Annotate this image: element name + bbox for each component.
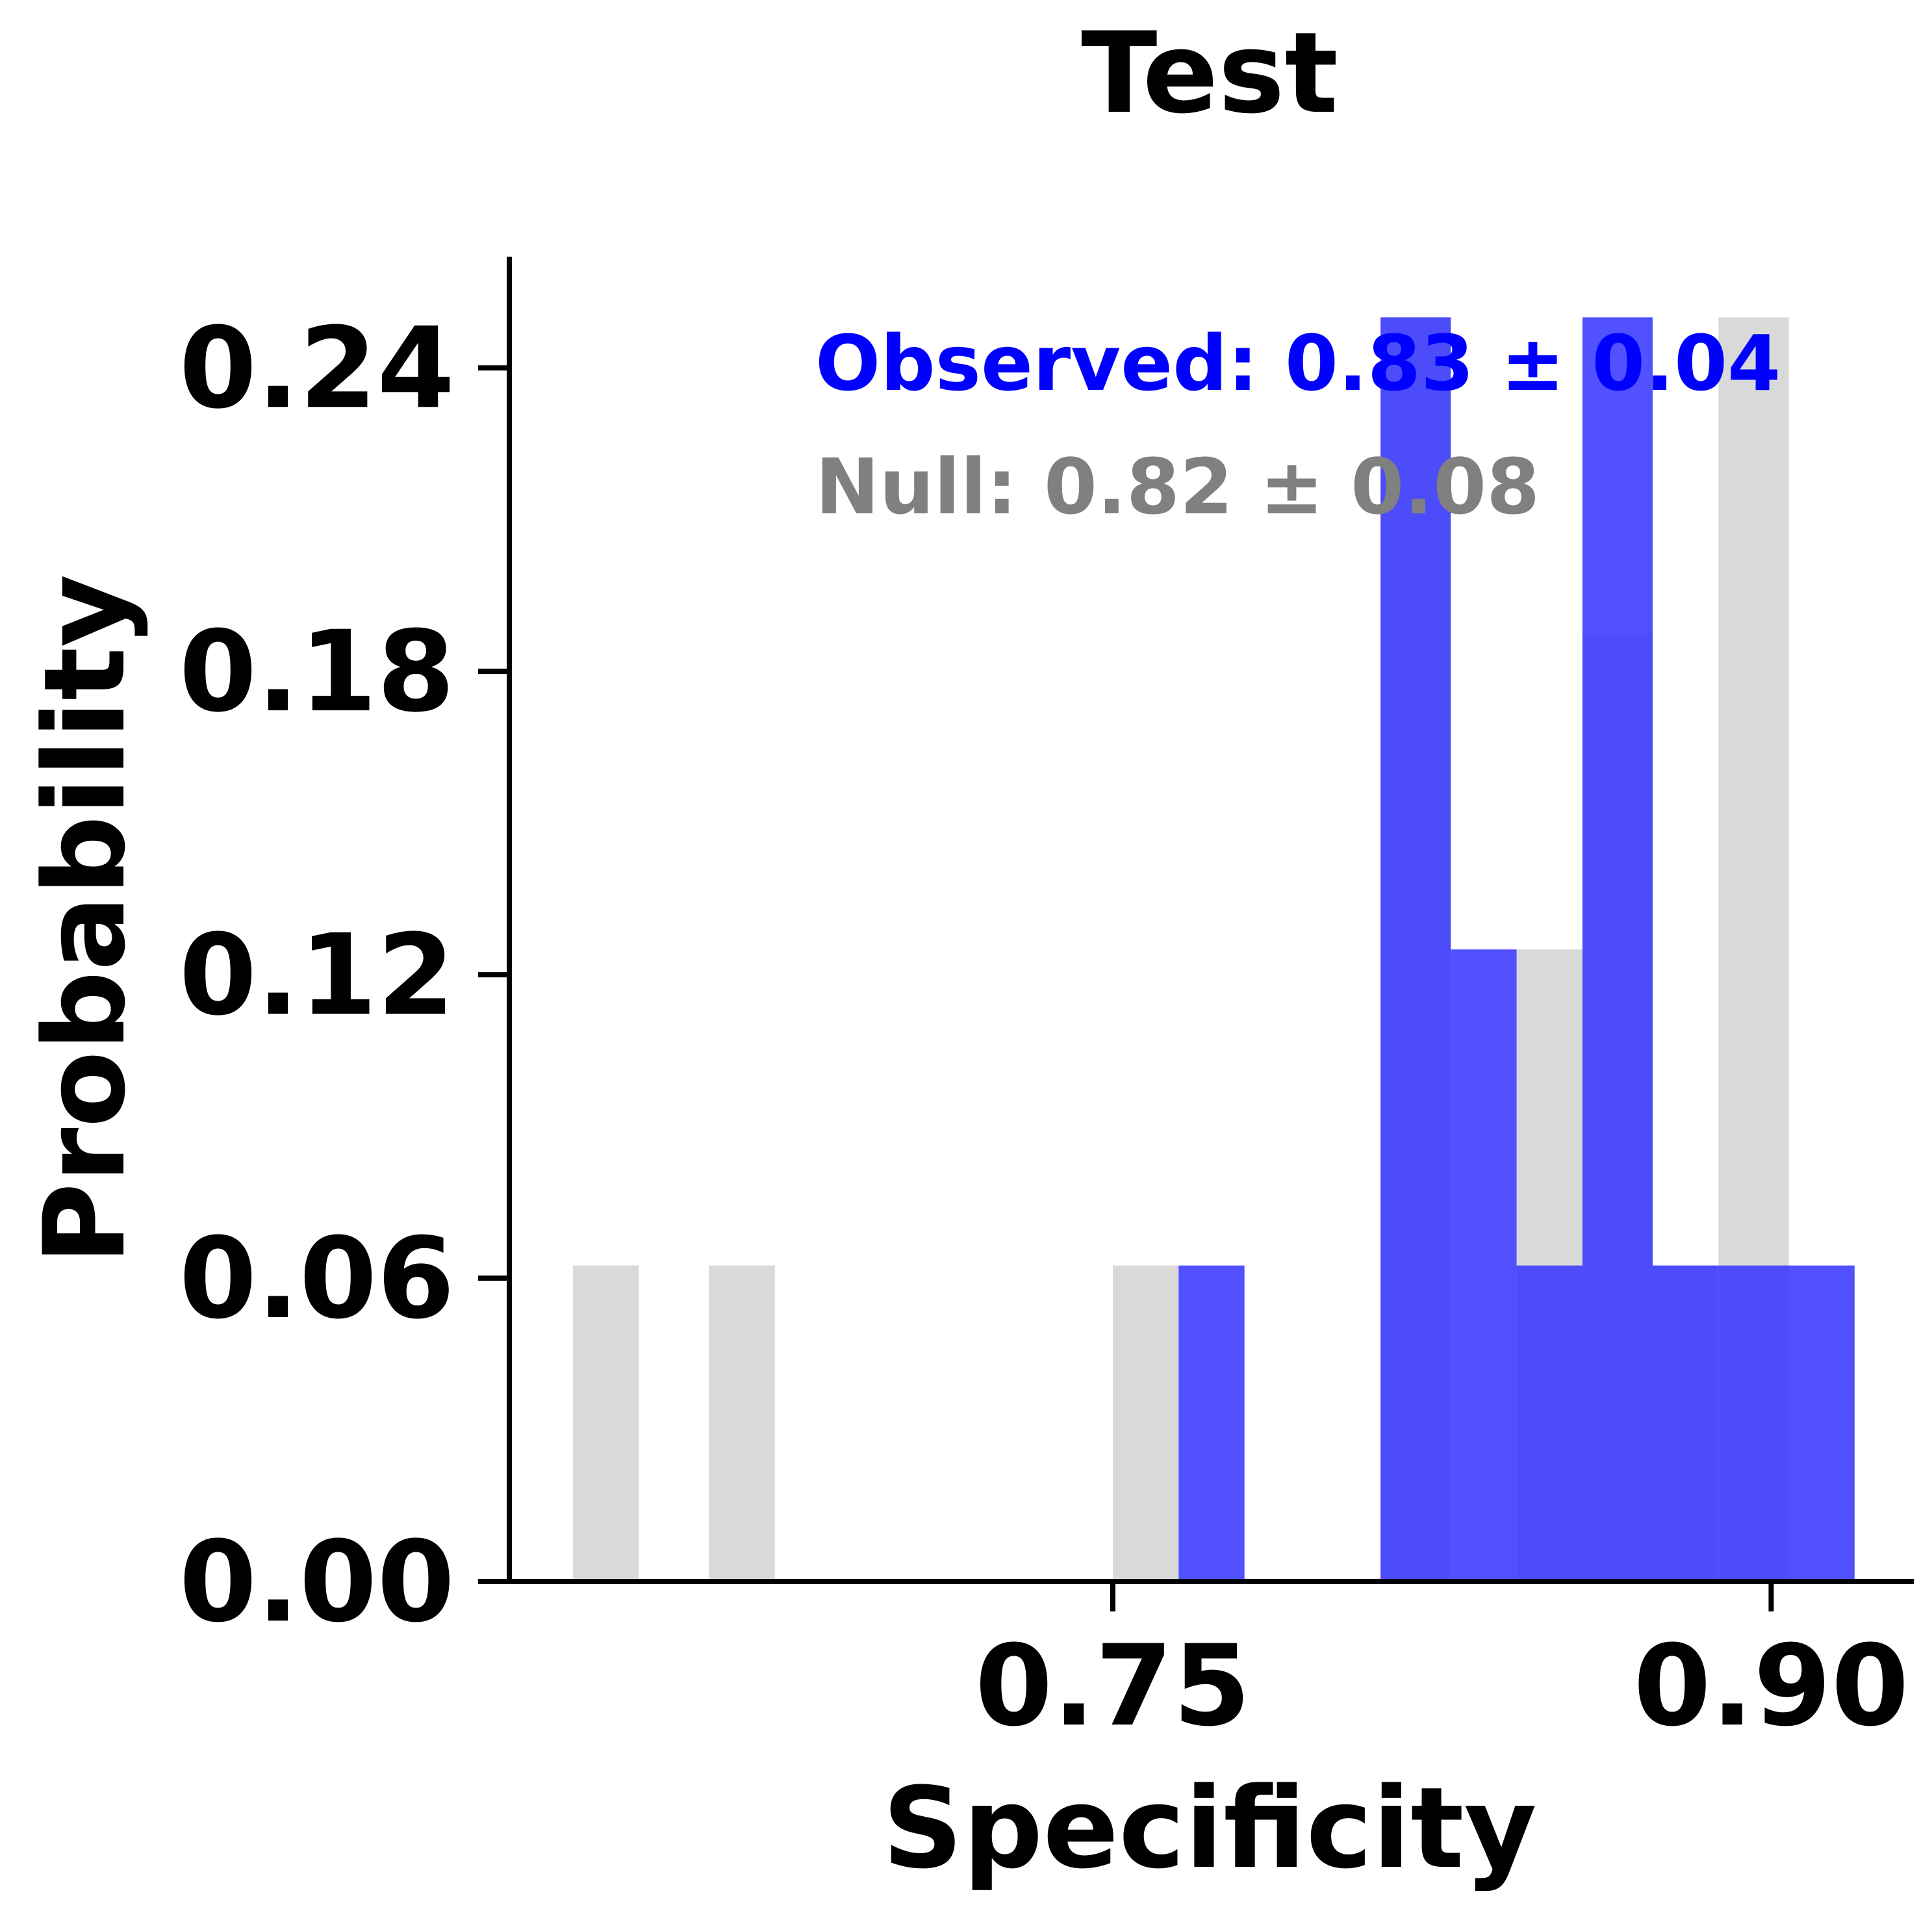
y-tick-label-2: 0.12	[179, 910, 455, 1040]
observed-bar-4	[1582, 317, 1653, 1582]
observed-bar-6	[1718, 1265, 1789, 1582]
observed-bar-1	[1380, 317, 1451, 1582]
x-tick-label-1: 0.90	[1633, 1621, 1909, 1751]
y-tick-label-4: 0.24	[179, 303, 455, 433]
y-tick-label-0: 0.00	[179, 1517, 455, 1647]
chart-title: Test	[1081, 8, 1338, 138]
x-axis-ticks: 0.75 0.90	[975, 1582, 1909, 1751]
y-tick-label-1: 0.06	[179, 1213, 455, 1344]
null-bar-2	[1112, 1265, 1179, 1582]
observed-bar-2	[1451, 949, 1517, 1582]
y-tick-label-3: 0.18	[179, 606, 455, 737]
observed-bar-0	[1178, 1265, 1245, 1582]
annotation-null: Null: 0.82 ± 0.08	[815, 442, 1540, 532]
null-bar-0	[572, 1265, 639, 1582]
observed-bar-7	[1788, 1265, 1855, 1582]
y-axis-label: Probability	[19, 574, 150, 1265]
annotation-observed: Observed: 0.83 ± 0.04	[815, 318, 1781, 408]
null-bar-1	[709, 1265, 775, 1582]
x-tick-label-0: 0.75	[975, 1621, 1251, 1751]
observed-histogram	[1178, 317, 1855, 1582]
observed-bar-3	[1516, 1265, 1582, 1582]
y-axis-ticks: 0.00 0.06 0.12 0.18 0.24	[179, 303, 509, 1647]
x-axis-label: Specificity	[882, 1763, 1536, 1893]
observed-bar-5	[1653, 1265, 1719, 1582]
